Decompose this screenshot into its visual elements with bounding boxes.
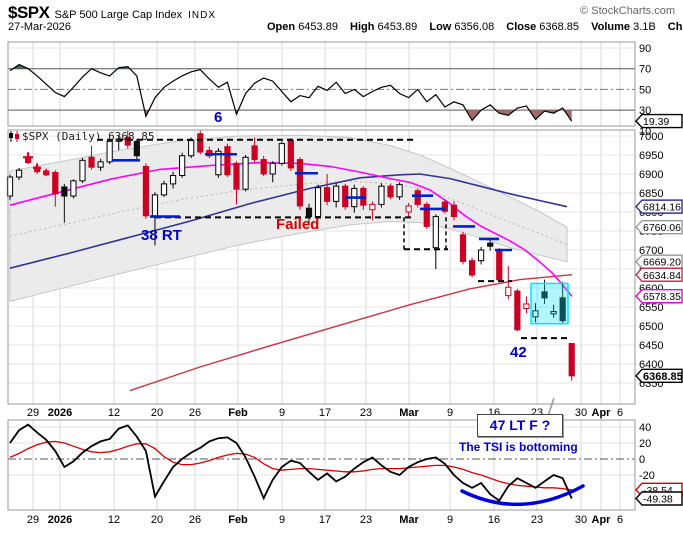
svg-text:2026: 2026 xyxy=(48,514,72,526)
svg-text:23: 23 xyxy=(531,514,543,526)
svg-text:6400: 6400 xyxy=(639,359,663,371)
svg-text:6: 6 xyxy=(617,407,623,419)
svg-text:Feb: Feb xyxy=(228,514,248,526)
low-label: Low xyxy=(429,21,452,33)
svg-text:40: 40 xyxy=(639,422,651,434)
header: $SPX S&P 500 Large Cap Index INDX xyxy=(8,3,678,22)
svg-text:30: 30 xyxy=(575,407,587,419)
svg-text:9: 9 xyxy=(279,407,285,419)
svg-text:9: 9 xyxy=(447,407,453,419)
svg-text:26: 26 xyxy=(189,514,201,526)
chg-label: Chg xyxy=(667,21,683,33)
svg-text:12: 12 xyxy=(108,514,120,526)
svg-text:70: 70 xyxy=(639,64,651,76)
open-value: 6453.89 xyxy=(298,21,338,33)
svg-text:20: 20 xyxy=(639,438,651,450)
stockcharts-link[interactable]: © StockCharts.com xyxy=(580,5,675,17)
annotation-lt-box: 47 LT F ? xyxy=(477,414,563,437)
low-value: 6356.08 xyxy=(454,21,495,33)
close-label: Close xyxy=(506,21,537,33)
svg-text:6634.84: 6634.84 xyxy=(643,270,681,282)
svg-text:-49.38: -49.38 xyxy=(643,494,673,506)
svg-text:-20: -20 xyxy=(639,470,655,482)
svg-text:6850: 6850 xyxy=(639,188,663,200)
annotation-tsi-note: The TSI is bottoming xyxy=(459,440,578,454)
svg-text:7000: 7000 xyxy=(639,131,663,143)
svg-text:6578.35: 6578.35 xyxy=(643,291,681,303)
svg-text:6: 6 xyxy=(617,514,623,526)
svg-text:6950: 6950 xyxy=(639,150,663,162)
svg-text:6669.20: 6669.20 xyxy=(643,257,681,269)
index-name: S&P 500 Large Cap Index xyxy=(54,9,183,21)
svg-text:6368.85: 6368.85 xyxy=(643,371,683,383)
svg-text:0: 0 xyxy=(639,454,645,466)
chartbook-icon xyxy=(9,131,19,142)
svg-text:26: 26 xyxy=(189,407,201,419)
svg-text:19.39: 19.39 xyxy=(643,116,669,128)
close-value: 6368.85 xyxy=(539,21,580,33)
svg-text:Mar: Mar xyxy=(399,514,419,526)
volume-label: Volume xyxy=(591,21,631,33)
ohlc-quote: Open 6453.89 High 6453.89 Low 6356.08 Cl… xyxy=(258,21,683,33)
ticker-symbol: $SPX xyxy=(8,3,50,22)
chart-legend: $SPX (Daily) 6368.85 xyxy=(22,130,155,143)
svg-text:30: 30 xyxy=(575,514,587,526)
svg-text:6700: 6700 xyxy=(639,245,663,257)
quote-date: 27-Mar-2026 xyxy=(8,21,71,33)
svg-text:17: 17 xyxy=(319,514,331,526)
svg-text:20: 20 xyxy=(151,407,163,419)
svg-text:10: 10 xyxy=(639,126,651,138)
annotation-failed: Failed xyxy=(276,216,320,233)
svg-text:16: 16 xyxy=(488,514,500,526)
svg-text:90: 90 xyxy=(639,43,651,55)
svg-text:Feb: Feb xyxy=(228,407,248,419)
svg-text:9: 9 xyxy=(279,514,285,526)
svg-text:6900: 6900 xyxy=(639,169,663,181)
high-value: 6453.89 xyxy=(377,21,418,33)
high-label: High xyxy=(350,21,375,33)
exchange-label: INDX xyxy=(188,10,217,21)
svg-text:6450: 6450 xyxy=(639,340,663,352)
svg-text:6500: 6500 xyxy=(639,321,663,333)
annotation-38-retrace: 38 RT xyxy=(141,227,182,244)
svg-text:23: 23 xyxy=(360,407,372,419)
svg-text:6814.16: 6814.16 xyxy=(643,202,681,214)
svg-text:6550: 6550 xyxy=(639,302,663,314)
annotation-count-six: 6 xyxy=(214,109,223,126)
svg-text:9: 9 xyxy=(447,514,453,526)
svg-text:12: 12 xyxy=(108,407,120,419)
svg-text:Apr: Apr xyxy=(592,514,612,526)
svg-text:29: 29 xyxy=(27,407,39,419)
open-label: Open xyxy=(267,21,296,33)
svg-text:17: 17 xyxy=(319,407,331,419)
svg-text:23: 23 xyxy=(360,514,372,526)
annotation-42: 42 xyxy=(510,344,527,361)
quote-row: 27-Mar-2026 Open 6453.89 High 6453.89 Lo… xyxy=(8,21,683,35)
svg-text:50: 50 xyxy=(639,84,651,96)
svg-text:Mar: Mar xyxy=(399,407,419,419)
volume-value: 3.1B xyxy=(633,21,656,33)
svg-text:2026: 2026 xyxy=(48,407,72,419)
svg-text:20: 20 xyxy=(151,514,163,526)
svg-text:6760.06: 6760.06 xyxy=(643,222,681,234)
svg-text:29: 29 xyxy=(27,514,39,526)
svg-text:Apr: Apr xyxy=(592,407,612,419)
